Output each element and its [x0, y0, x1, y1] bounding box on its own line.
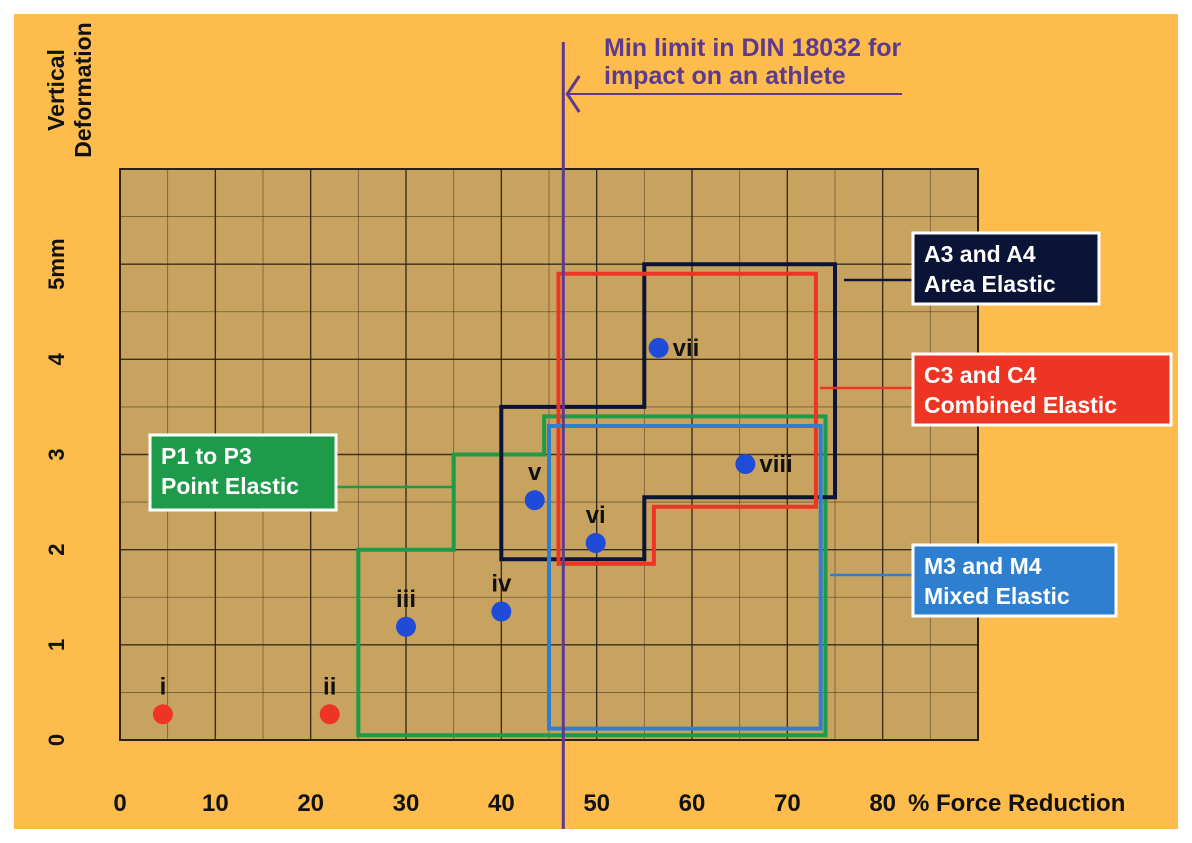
region-outline-point-elastic — [356, 414, 828, 738]
region-label-text: Mixed Elastic — [924, 583, 1070, 609]
data-point-viii — [735, 454, 756, 475]
region-label-text: M3 and M4 — [924, 553, 1042, 579]
region-label-box-point-elastic — [148, 433, 338, 512]
region-outline-combined-elastic — [556, 271, 818, 566]
region-label-box-mixed-elastic — [911, 543, 1118, 618]
region-label-text: Point Elastic — [161, 473, 299, 499]
threshold-label-line: Min limit in DIN 18032 for — [604, 34, 902, 62]
y-axis-title-line: Deformation — [70, 22, 96, 157]
plot-border — [119, 168, 979, 741]
x-tick-label: 80 — [869, 790, 896, 817]
region-outline-area-elastic — [499, 262, 837, 562]
y-tick-label: 0 — [44, 734, 69, 746]
data-point-i — [152, 704, 173, 725]
region-label-box-area-elastic — [911, 231, 1101, 306]
data-point-iv — [491, 601, 512, 622]
data-point-vi — [585, 533, 606, 554]
data-point-label: iii — [396, 586, 416, 613]
region-outline-mixed-elastic — [547, 424, 823, 731]
y-tick-label: 5mm — [44, 238, 69, 289]
region-leader-point-elastic — [336, 454, 455, 489]
y-tick-label: 2 — [44, 544, 69, 556]
data-point-vii — [648, 337, 669, 358]
data-point-label: ii — [323, 673, 336, 700]
x-tick-label: 40 — [488, 790, 515, 817]
data-point-label: viii — [759, 451, 792, 478]
data-point-label: vi — [586, 502, 606, 529]
y-tick-label: 3 — [44, 448, 69, 460]
x-tick-label: 10 — [202, 790, 229, 817]
x-tick-label: 70 — [774, 790, 801, 817]
data-point-label: iv — [491, 571, 512, 598]
data-point-label: v — [528, 459, 542, 486]
region-label-box-combined-elastic — [911, 352, 1173, 427]
region-label-text: Combined Elastic — [924, 392, 1117, 418]
y-tick-label: 1 — [44, 639, 69, 651]
data-point-label: vii — [673, 335, 700, 362]
x-tick-label: 20 — [297, 790, 324, 817]
region-label-text: P1 to P3 — [161, 443, 252, 469]
x-tick-label: 60 — [679, 790, 706, 817]
threshold-label-line: impact on an athlete — [604, 62, 846, 90]
region-label-text: Area Elastic — [924, 271, 1056, 297]
data-point-iii — [396, 616, 416, 637]
region-label-text: A3 and A4 — [924, 241, 1036, 267]
threshold-arrow-head — [565, 75, 581, 113]
x-tick-label: 0 — [113, 790, 126, 817]
data-point-label: i — [160, 673, 167, 700]
chart-canvas: Min limit in DIN 18032 for impact on an a… — [14, 14, 1178, 829]
x-axis-title: % Force Reduction — [908, 790, 1125, 817]
region-label-text: C3 and C4 — [924, 362, 1037, 388]
x-tick-label: 50 — [583, 790, 610, 817]
y-axis-title-line: Vertical — [43, 49, 69, 131]
x-tick-label: 30 — [393, 790, 420, 817]
data-point-ii — [319, 704, 340, 725]
y-tick-label: 4 — [44, 352, 69, 365]
data-point-v — [524, 490, 545, 511]
